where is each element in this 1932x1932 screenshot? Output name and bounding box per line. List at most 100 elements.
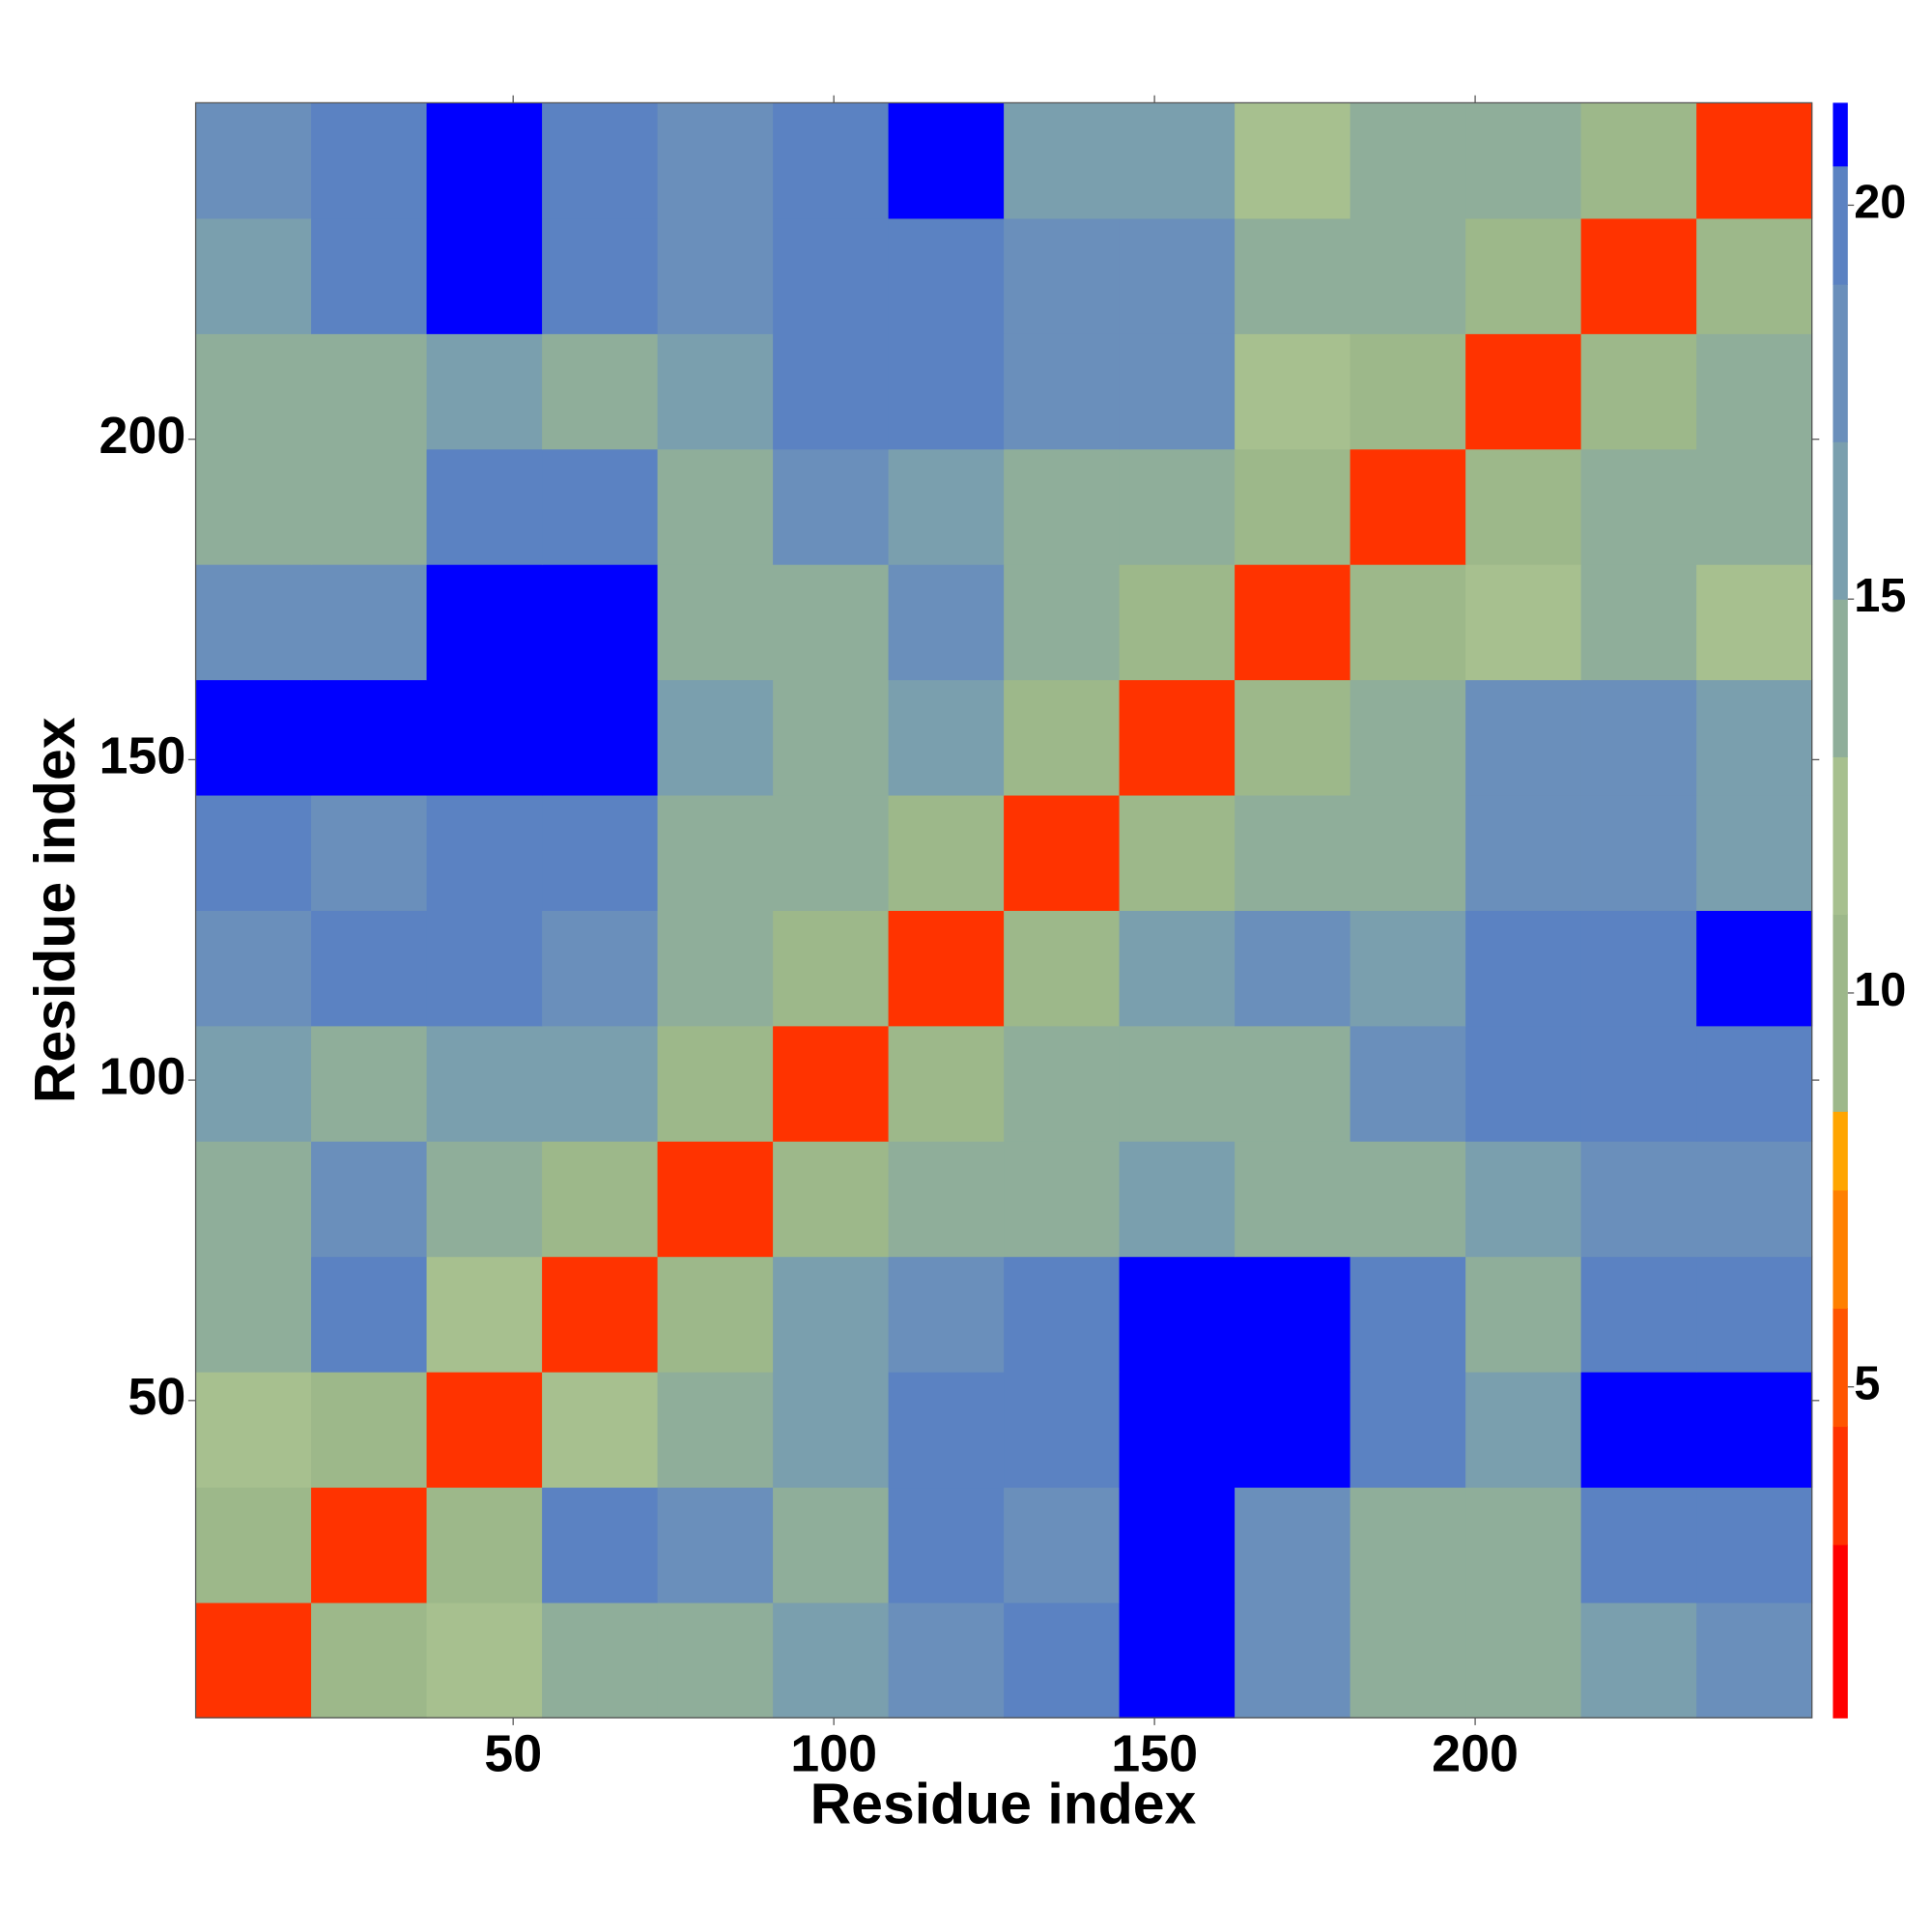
heatmap-cell xyxy=(888,217,1005,334)
y-tick-label: 200 xyxy=(99,407,185,465)
heatmap-cell xyxy=(888,564,1005,681)
heatmap-cell xyxy=(888,1487,1005,1604)
heatmap-cell xyxy=(542,448,659,565)
heatmap-cell xyxy=(773,1256,890,1373)
y-axis-title: Residue index xyxy=(24,717,87,1103)
heatmap-cell xyxy=(1465,1141,1582,1258)
heatmap-cell xyxy=(542,1487,659,1604)
heatmap-cell xyxy=(1119,1487,1236,1604)
heatmap-cell xyxy=(1696,1256,1813,1373)
y-tick-label: 150 xyxy=(99,727,185,785)
heatmap-cell xyxy=(1465,333,1582,450)
heatmap-cell xyxy=(773,1487,890,1604)
heatmap-cell xyxy=(657,102,774,219)
heatmap-cell xyxy=(542,794,659,911)
heatmap-cell xyxy=(657,333,774,450)
heatmap-cell xyxy=(1004,333,1121,450)
heatmap-cell xyxy=(195,1487,312,1604)
heatmap-cell xyxy=(1696,1371,1813,1489)
heatmap-cell xyxy=(773,102,890,219)
colorbar-segment xyxy=(1833,283,1848,442)
heatmap-cell xyxy=(773,333,890,450)
heatmap-cell xyxy=(1580,1487,1697,1604)
heatmap-cell xyxy=(195,910,312,1027)
heatmap-cell xyxy=(1119,679,1236,796)
heatmap-cell xyxy=(195,1371,312,1489)
heatmap-cell xyxy=(542,679,659,796)
heatmap-cell xyxy=(657,794,774,911)
heatmap-cell xyxy=(1696,1602,1813,1719)
heatmap-cell xyxy=(888,910,1005,1027)
heatmap-cell xyxy=(1580,102,1697,219)
heatmap-cell xyxy=(1696,1141,1813,1258)
heatmap-cell xyxy=(1465,448,1582,565)
heatmap-cell xyxy=(1119,564,1236,681)
heatmap-cell xyxy=(426,679,543,796)
heatmap-cell xyxy=(773,794,890,911)
heatmap-cell xyxy=(657,1141,774,1258)
heatmap-cell xyxy=(1235,1487,1351,1604)
heatmap-cell xyxy=(888,1256,1005,1373)
heatmap-cell xyxy=(311,1256,428,1373)
heatmap-cell xyxy=(195,1025,312,1142)
heatmap-cell xyxy=(542,1025,659,1142)
heatmap-cell xyxy=(773,217,890,334)
x-tick-label: 200 xyxy=(1432,1724,1519,1782)
heatmap-cell xyxy=(426,1256,543,1373)
colorbar-segment xyxy=(1833,1544,1848,1719)
heatmap-cell xyxy=(657,1256,774,1373)
colorbar-segment xyxy=(1833,1189,1848,1309)
heatmap-cell xyxy=(1350,448,1466,565)
colorbar-segment xyxy=(1833,102,1848,167)
heatmap-cell xyxy=(657,217,774,334)
heatmap-cell xyxy=(1235,1256,1351,1373)
heatmap-cell xyxy=(657,1025,774,1142)
heatmap-cell xyxy=(426,794,543,911)
heatmap-cell xyxy=(888,1025,1005,1142)
heatmap-cell xyxy=(542,564,659,681)
heatmap-cell xyxy=(1235,102,1351,219)
heatmap-cell xyxy=(195,794,312,911)
heatmap-cell xyxy=(1580,333,1697,450)
heatmap-cell xyxy=(1465,1025,1582,1142)
x-tick-label: 150 xyxy=(1111,1724,1198,1782)
heatmap-cell xyxy=(542,910,659,1027)
heatmap-cell xyxy=(888,794,1005,911)
heatmap-cell xyxy=(1350,102,1466,219)
heatmap-cell xyxy=(195,564,312,681)
heatmap-cell xyxy=(1004,102,1121,219)
heatmap-cell xyxy=(1119,910,1236,1027)
heatmap-cell xyxy=(1235,679,1351,796)
heatmap-cell xyxy=(195,1256,312,1373)
heatmap-cell xyxy=(542,217,659,334)
colorbar-segment xyxy=(1833,1426,1848,1546)
colorbar-segment xyxy=(1833,441,1848,600)
heatmap-cell xyxy=(1465,102,1582,219)
y-tick-label: 50 xyxy=(128,1368,185,1426)
colorbar-tick-label: 10 xyxy=(1854,964,1906,1016)
heatmap-cell xyxy=(195,1602,312,1719)
heatmap-cell xyxy=(1235,794,1351,911)
heatmap-cell xyxy=(1235,910,1351,1027)
heatmap-cell xyxy=(311,217,428,334)
heatmap-cell xyxy=(1465,564,1582,681)
heatmap-cell xyxy=(542,1371,659,1489)
colorbar-tick-label: 15 xyxy=(1854,570,1906,622)
heatmap-cell xyxy=(1119,217,1236,334)
heatmap-cell xyxy=(1004,217,1121,334)
heatmap-cell xyxy=(311,1371,428,1489)
heatmap-cell xyxy=(1004,910,1121,1027)
heatmap-cell xyxy=(1580,1371,1697,1489)
heatmap-cell xyxy=(1235,448,1351,565)
heatmap-cell xyxy=(1580,1602,1697,1719)
heatmap xyxy=(195,102,1813,1719)
heatmap-cell xyxy=(426,910,543,1027)
heatmap-cell xyxy=(1119,1602,1236,1719)
heatmap-cell xyxy=(1004,1371,1121,1489)
heatmap-cell xyxy=(426,102,543,219)
heatmap-cell xyxy=(1350,1025,1466,1142)
heatmap-cell xyxy=(311,679,428,796)
heatmap-cell xyxy=(426,448,543,565)
heatmap-cell xyxy=(311,1025,428,1142)
